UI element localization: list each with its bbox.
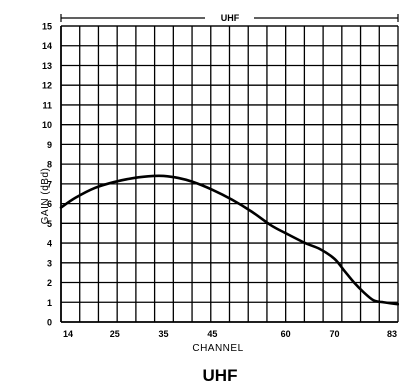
- y-tick-label: 6: [47, 199, 52, 209]
- gain-curve-line: [59, 174, 399, 306]
- x-tick-label: 60: [281, 329, 291, 339]
- y-tick-label: 8: [47, 160, 52, 170]
- x-tick-label: 83: [387, 329, 397, 339]
- y-tick-label: 13: [42, 61, 52, 71]
- band-label: UHF: [221, 13, 240, 23]
- y-tick-label: 12: [42, 81, 52, 91]
- y-tick-label: 11: [42, 100, 52, 110]
- y-tick-label: 4: [47, 239, 52, 249]
- y-tick-label: 0: [47, 318, 52, 328]
- x-tick-label: 35: [159, 329, 169, 339]
- y-tick-label: 1: [47, 298, 52, 308]
- x-axis-title: CHANNEL: [192, 343, 243, 354]
- y-tick-label: 10: [42, 120, 52, 130]
- y-tick-label: 5: [47, 219, 52, 229]
- y-tick-label: 15: [42, 22, 52, 32]
- y-tick-label: 14: [42, 41, 52, 51]
- y-axis-title: GAIN (dBd): [40, 168, 51, 225]
- y-tick-label: 9: [47, 140, 52, 150]
- x-tick-label: 25: [110, 329, 120, 339]
- x-tick-label: 45: [207, 329, 217, 339]
- x-tick-label: 70: [329, 329, 339, 339]
- y-tick-label: 2: [47, 278, 52, 288]
- x-tick-labels: 14 25 35 45 60 70 83: [63, 329, 397, 339]
- y-tick-label: 7: [47, 179, 52, 189]
- band-indicator: UHF: [60, 13, 399, 23]
- chart-caption: UHF: [203, 366, 238, 385]
- grid: [61, 25, 398, 322]
- series-lines: [59, 174, 399, 306]
- x-tick-label: 14: [63, 329, 73, 339]
- y-tick-label: 3: [47, 258, 52, 268]
- plot-frame: [60, 25, 399, 323]
